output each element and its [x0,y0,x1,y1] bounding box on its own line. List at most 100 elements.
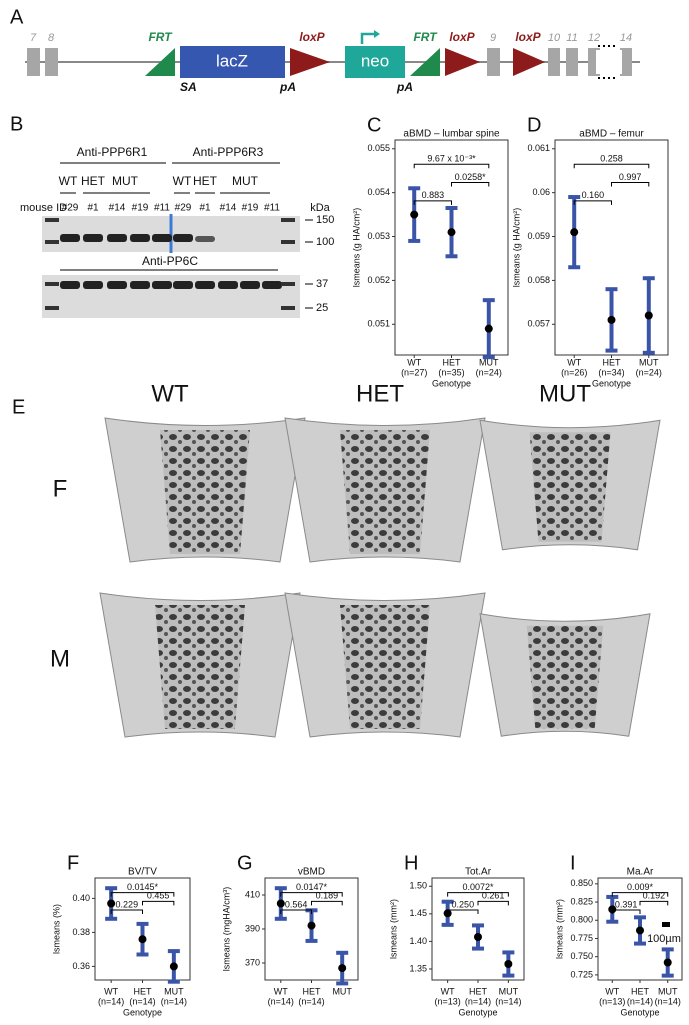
comparison-bracket [611,892,669,897]
n-label: (n=14) [268,996,294,1006]
genotype-label: HET [81,174,106,188]
n-label: (n=14) [465,996,491,1006]
band [107,281,127,289]
band [130,234,150,242]
bands [45,218,295,310]
ladder-band [281,218,295,222]
element-label: loxP [515,30,541,44]
gap [596,50,622,74]
n-label: (n=14) [98,996,124,1006]
chart-title: Tot.Ar [465,867,492,878]
y-tick-label: 1.35 [409,963,427,973]
comparison-bracket [311,900,343,906]
panel-label: E [12,396,25,418]
point [570,228,579,237]
construct: A 7 8 FRT lacZ loxP neo FRT loxP loxP 9 … [10,6,640,94]
antibody-label: Anti-PPP6R1 [77,145,148,159]
n-label: (n=14) [298,996,324,1006]
exon [548,48,560,76]
comparison-label: 0.997 [619,172,642,182]
comparison-label: 0.564 [285,899,308,909]
y-tick-label: 370 [245,957,260,967]
comparison-bracket [611,909,641,915]
comparison-label: 0.192 [643,891,666,901]
band [60,281,80,289]
mouse-id: #11 [264,203,280,214]
blot-membrane [42,275,300,318]
ladder-band [45,240,59,244]
band [218,281,238,289]
column-label: HET [356,380,404,407]
y-axis-label: lsmeans (%) [51,904,61,954]
ladder-band [281,240,295,244]
mouse-id: #1 [199,203,211,214]
chart-title: aBMD – lumbar spine [403,129,500,140]
comparison-bracket [447,909,479,915]
comparison-bracket [142,900,175,906]
exon-label: 9 [490,32,496,44]
band [130,281,150,289]
genotype-label: WT [173,174,192,188]
kda-label: kDa [310,202,330,214]
microct: E WT HET MUT F M 100µm [12,380,681,945]
point [447,228,456,237]
point [107,899,116,908]
exon-label: 8 [48,32,55,44]
comparison-bracket [110,892,175,897]
chart-title: Ma.Ar [627,867,654,878]
chart-title: BV/TV [128,867,157,878]
mouse-id: #1 [87,203,99,214]
exon-label: 14 [620,32,632,44]
n-label: (n=34) [598,367,624,377]
western-blot: B Anti-PPP6R1 Anti-PPP6R3 Anti-PP6C mous… [10,113,334,318]
y-axis-label: lsmeans (g HA/cm²) [351,208,361,288]
comparison-label: 0.0147* [296,882,328,892]
comparison-label: 0.261 [482,891,505,901]
ladder-band [281,306,295,310]
comparison-label: 0.009* [627,882,654,892]
mouse-id: #14 [109,203,126,214]
panel-label: A [10,6,24,28]
n-label: (n=14) [655,996,681,1006]
loxp [290,48,330,76]
y-axis-label: lsmeans (mm²) [388,899,398,959]
element-label: loxP [449,30,475,44]
frt [145,48,175,76]
comparison-label: 0.0145* [127,882,159,892]
x-tick-label: MUT [658,986,678,996]
x-axis-label: Genotype [458,1007,497,1017]
band [152,281,172,289]
bone-trabecular [340,430,430,554]
exon [27,48,40,76]
loxp [445,48,480,76]
comparison-bracket [280,909,312,915]
point [276,899,285,908]
comparison-label: 0.229 [116,899,139,909]
element-label: lacZ [216,51,248,70]
mouse-id: #19 [242,203,259,214]
comparison-label: 0.455 [147,891,170,901]
mouse-id: #11 [154,203,170,214]
point [504,960,513,969]
point [644,311,653,320]
n-label: (n=14) [627,996,653,1006]
x-axis-label: Genotype [620,1007,659,1017]
n-label: (n=24) [476,367,502,377]
genotype-label: MUT [112,174,139,188]
comparison-bracket [573,200,612,205]
comparison-bracket [280,892,343,897]
x-tick-label: HET [443,357,462,367]
y-tick-label: 0.055 [367,143,390,153]
x-tick-label: HET [603,357,622,367]
column-label: MUT [539,380,591,407]
sublabel: SA [180,80,197,94]
y-axis-label: lsmeans (g HA/cm²) [511,208,521,288]
y-tick-label: 410 [245,889,260,899]
y-tick-label: 0.825 [570,896,593,906]
mouse-id: #14 [220,203,237,214]
ellipsis [598,45,618,79]
comparison-bracket [413,200,452,205]
y-tick-label: 390 [245,923,260,933]
chart-title: aBMD – femur [579,129,644,140]
n-label: (n=35) [438,367,464,377]
